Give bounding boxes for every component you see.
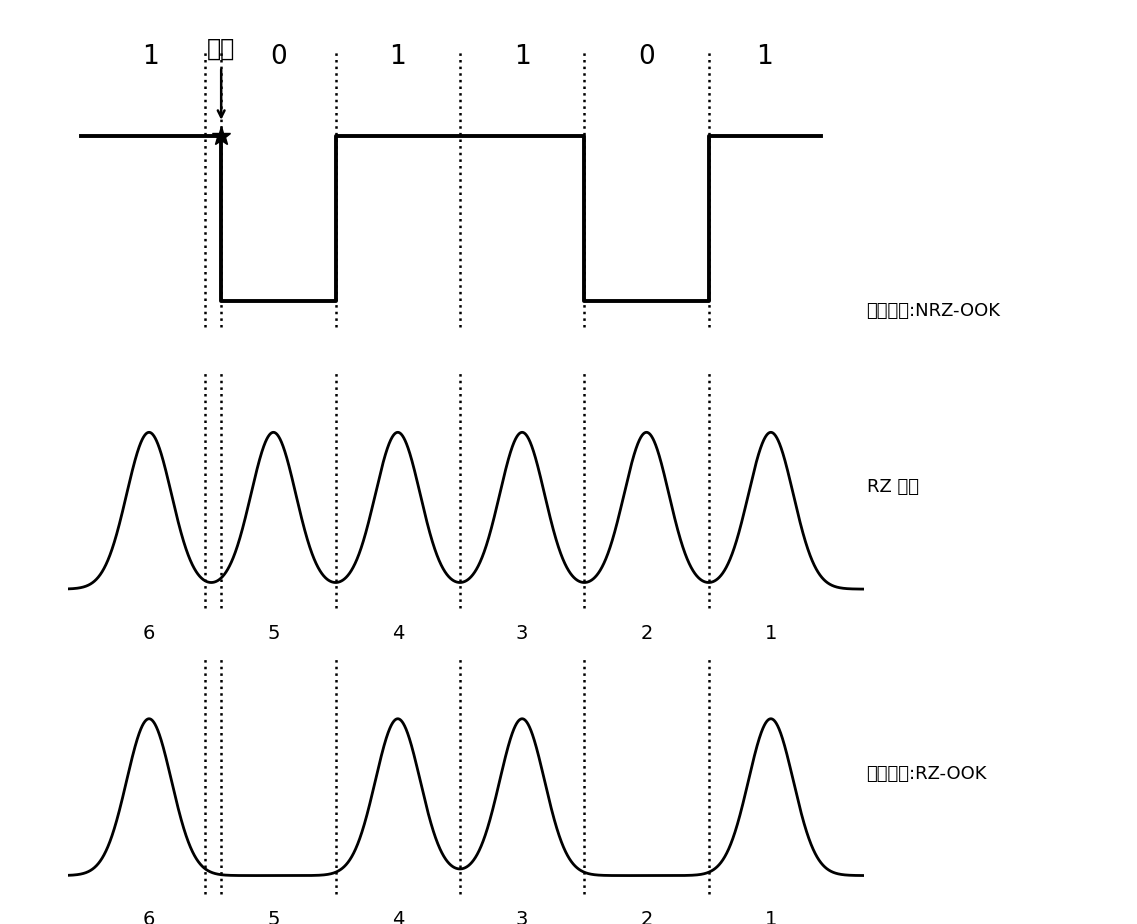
Text: 3: 3 (516, 910, 529, 924)
Text: 5: 5 (267, 624, 280, 642)
Text: 6: 6 (143, 910, 156, 924)
Text: 4: 4 (391, 910, 404, 924)
Text: 3: 3 (516, 624, 529, 642)
Text: 偏移: 偏移 (207, 37, 235, 61)
Text: 1: 1 (756, 43, 773, 69)
Text: 0: 0 (638, 43, 655, 69)
Text: 最终输出:RZ-OOK: 最终输出:RZ-OOK (866, 765, 987, 783)
Text: 1: 1 (514, 43, 531, 69)
Text: 5: 5 (267, 910, 280, 924)
Text: 4: 4 (391, 624, 404, 642)
Text: 0: 0 (269, 43, 287, 69)
Text: RZ 调制: RZ 调制 (866, 479, 919, 496)
Text: 6: 6 (143, 624, 156, 642)
Text: 2: 2 (640, 910, 653, 924)
Text: 数据调制:NRZ-OOK: 数据调制:NRZ-OOK (866, 301, 1001, 320)
Text: 1: 1 (765, 624, 777, 642)
Text: 1: 1 (765, 910, 777, 924)
Text: 2: 2 (640, 624, 653, 642)
Text: 1: 1 (389, 43, 406, 69)
Text: 1: 1 (142, 43, 159, 69)
